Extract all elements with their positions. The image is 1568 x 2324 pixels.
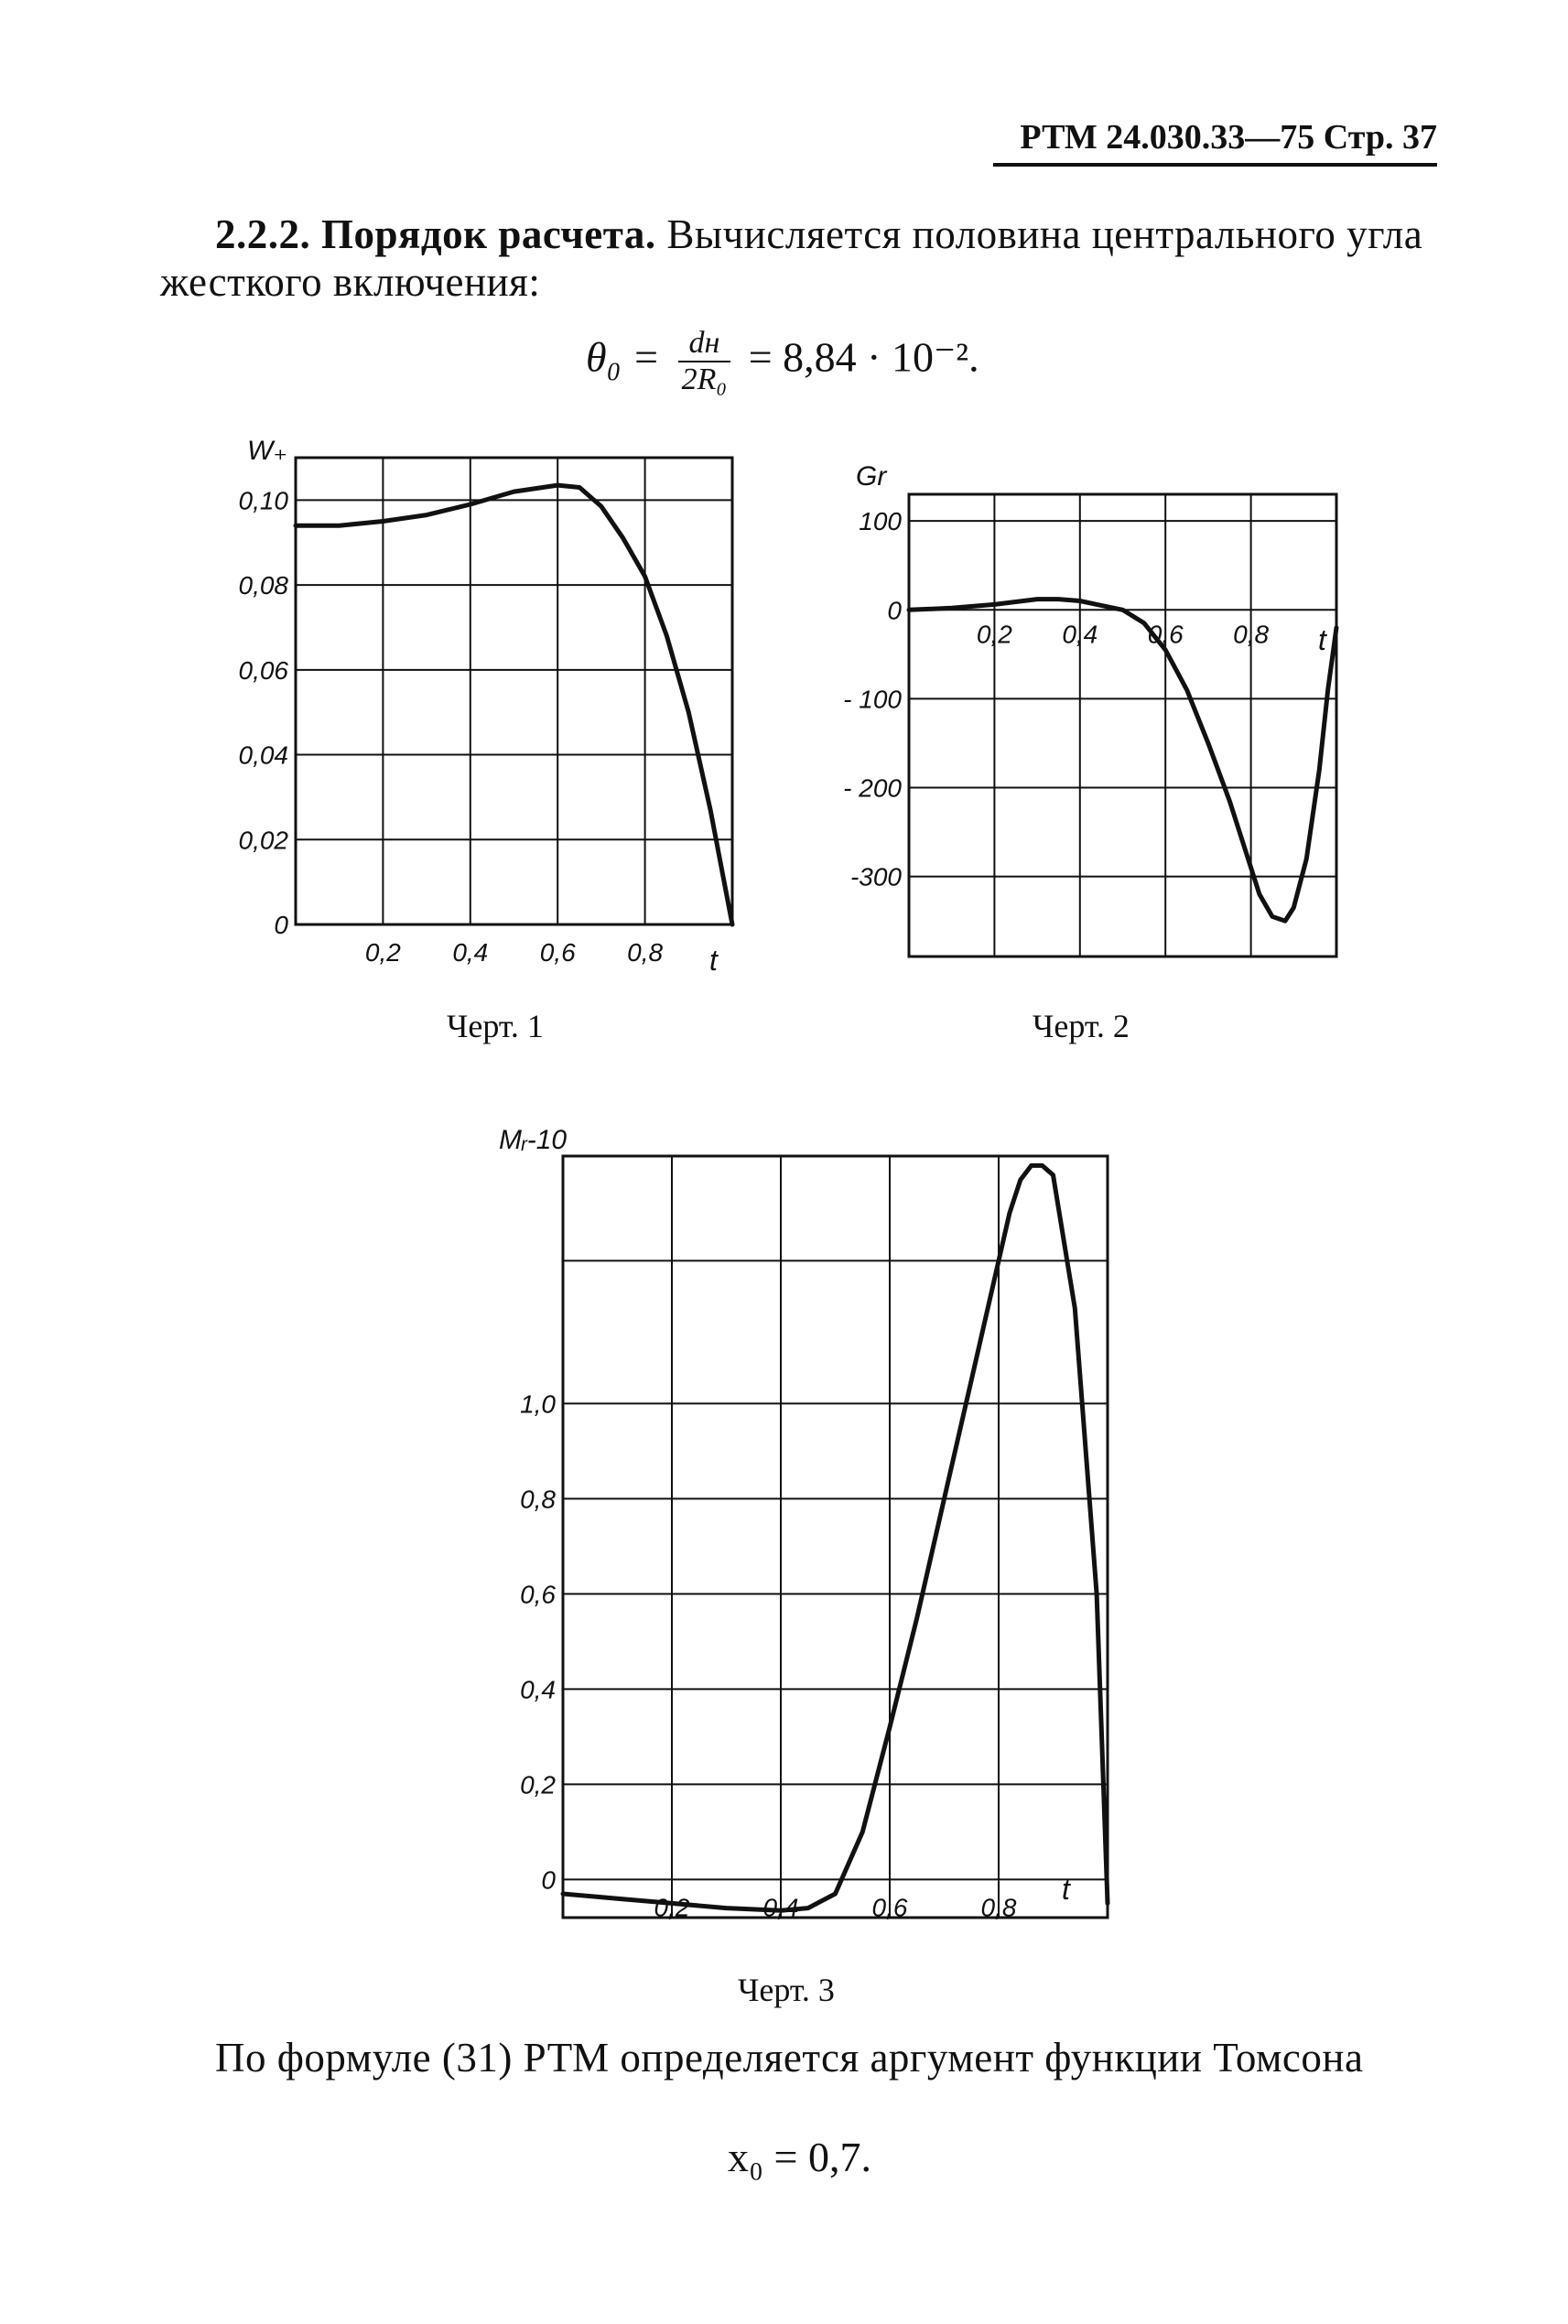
- x-tick-label: 0,8: [1233, 620, 1269, 648]
- x-tick-label: 0,2: [977, 620, 1012, 648]
- y-tick-label: 0,06: [239, 656, 289, 685]
- page-header: РТМ 24.030.33—75 Стр. 37: [1020, 118, 1437, 157]
- intro-text: Вычисляется половина центрального угла ж…: [160, 211, 1423, 305]
- intro-paragraph: 2.2.2. Порядок расчета. Вычисляется поло…: [160, 211, 1437, 306]
- caption-fig2: Черт. 2: [1033, 1008, 1130, 1044]
- y-axis-label: Gr: [856, 461, 887, 492]
- formula-theta: θ₀ = dн 2R₀ = 8,84 · 10⁻².: [586, 326, 979, 397]
- x-tick-label: 0,2: [654, 1893, 690, 1921]
- y-axis-label: W₊: [247, 439, 287, 466]
- y-tick-label: 0: [541, 1865, 556, 1894]
- y-tick-label: 0,02: [239, 826, 289, 854]
- y-tick-label: 0: [274, 911, 288, 939]
- caption-fig1: Черт. 1: [447, 1008, 544, 1044]
- y-tick-label: 0,08: [239, 571, 289, 600]
- y-tick-label: 0,8: [520, 1485, 556, 1513]
- formula-theta-denominator: 2R₀: [677, 361, 731, 397]
- y-tick-label: -300: [850, 863, 902, 892]
- x-tick-label: 0,8: [627, 938, 663, 967]
- series-line: [560, 1162, 1110, 1913]
- chart-3: 00,20,40,60,81,00,2 0,4 0,6 0,8Mᵣ-10t: [499, 1125, 1110, 1921]
- formula-theta-numerator: dн: [688, 326, 720, 360]
- y-tick-label: 0,10: [239, 486, 289, 514]
- x-tick-label: 0,6: [540, 938, 576, 967]
- x-axis-label: t: [709, 944, 719, 977]
- y-tick-label: - 100: [843, 685, 902, 713]
- section-heading: Порядок расчета.: [321, 211, 656, 257]
- plot-frame: [561, 1154, 1109, 1919]
- chart-1: 0 0,02 0,04 0,06 0,08 0,10 0,2 0,4 0,6 0,8 W₊ t: [239, 439, 735, 977]
- formula-theta-fraction: dн 2R₀: [677, 326, 731, 397]
- formula-x0: x₀ = 0,7.: [728, 2134, 871, 2180]
- x-tick-label: 0,4: [452, 938, 488, 967]
- series-line: [906, 597, 1339, 924]
- y-tick-label: 0,2: [520, 1770, 556, 1799]
- x-tick-label: 0,6: [872, 1893, 908, 1921]
- y-tick-label: 0,4: [520, 1675, 556, 1703]
- plot-frame: [294, 456, 734, 926]
- conclusion-paragraph: По формуле (31) РТМ определяется аргумен…: [160, 2034, 1437, 2081]
- y-tick-label: 0: [887, 596, 902, 624]
- y-tick-label: - 200: [843, 773, 902, 802]
- x-tick-label: 0,2: [365, 938, 401, 967]
- y-tick-label: 100: [859, 507, 902, 535]
- y-tick-label: 1,0: [520, 1389, 556, 1418]
- header-rule: [993, 163, 1437, 167]
- x-axis-label: t: [1318, 623, 1327, 656]
- x-tick-label: 0,8: [981, 1893, 1017, 1921]
- x-axis-label: t: [1062, 1873, 1071, 1906]
- y-tick-label: 0,04: [239, 741, 289, 770]
- plot-frame: [907, 492, 1338, 958]
- section-number: 2.2.2.: [215, 211, 311, 257]
- y-tick-label: 0,6: [520, 1580, 556, 1608]
- formula-theta-rhs: = 8,84 · 10⁻².: [748, 333, 979, 381]
- conclusion-text: По формуле (31) РТМ определяется аргумен…: [215, 2035, 1364, 2081]
- caption-fig3: Черт. 3: [738, 1972, 835, 2008]
- y-axis-label: Mᵣ-10: [499, 1125, 567, 1155]
- x-tick-label: 0,4: [1062, 620, 1098, 648]
- series-line: [293, 482, 735, 927]
- formula-theta-lhs: θ₀ =: [586, 333, 661, 381]
